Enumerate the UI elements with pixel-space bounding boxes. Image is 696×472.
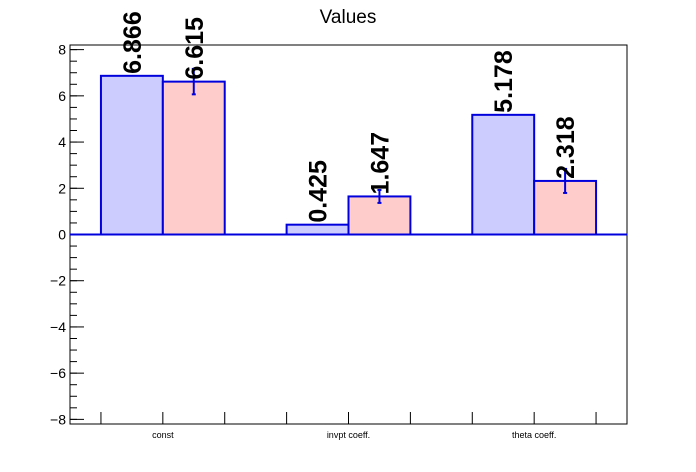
y-tick-label: −6 — [50, 365, 66, 381]
y-tick-label: −4 — [50, 319, 66, 335]
y-tick-label: 8 — [58, 42, 66, 58]
value-label: 6.615 — [181, 17, 209, 80]
value-label: 0.425 — [305, 160, 333, 223]
chart-title: Values — [320, 7, 377, 28]
y-tick-label: 0 — [58, 227, 66, 243]
plot-area: −8 −6 −4 −2 0 2 4 6 8 6.866 0.425 5.178 6.615 1.647 2.… — [50, 11, 628, 440]
category-label: invpt coeff. — [327, 430, 370, 440]
y-tick-label: 4 — [58, 134, 66, 150]
category-label: theta coeff. — [512, 430, 556, 440]
bar — [285, 223, 350, 236]
value-label: 6.866 — [119, 11, 147, 74]
value-label: 2.318 — [552, 116, 580, 179]
y-tick-label: 6 — [58, 88, 66, 104]
value-label: 5.178 — [490, 50, 518, 113]
bar — [161, 80, 226, 236]
category-label: const — [152, 430, 174, 440]
bar — [471, 113, 536, 236]
y-tick-label: −8 — [50, 411, 66, 427]
y-tick-label: −2 — [50, 273, 66, 289]
y-tick-label: 2 — [58, 180, 66, 196]
bar — [99, 74, 164, 236]
value-label: 1.647 — [366, 132, 394, 195]
